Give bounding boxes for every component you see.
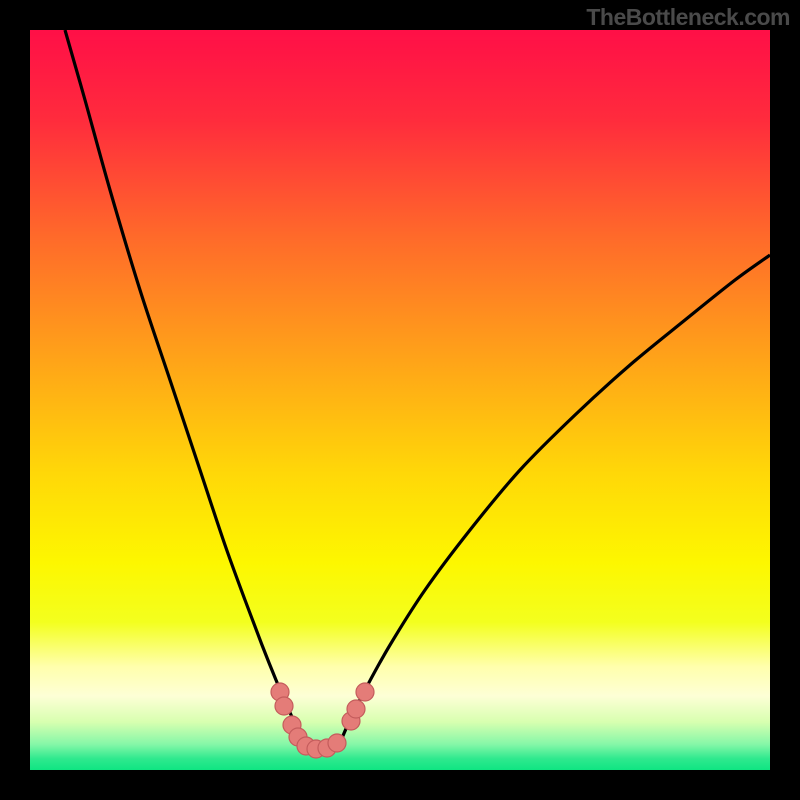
plot-area bbox=[30, 30, 770, 770]
data-point-marker bbox=[356, 683, 374, 701]
chart-container: TheBottleneck.com bbox=[0, 0, 800, 800]
bottleneck-curve bbox=[30, 30, 770, 770]
data-point-marker bbox=[347, 700, 365, 718]
watermark-text: TheBottleneck.com bbox=[586, 4, 790, 31]
data-point-marker bbox=[275, 697, 293, 715]
data-point-marker bbox=[328, 734, 346, 752]
